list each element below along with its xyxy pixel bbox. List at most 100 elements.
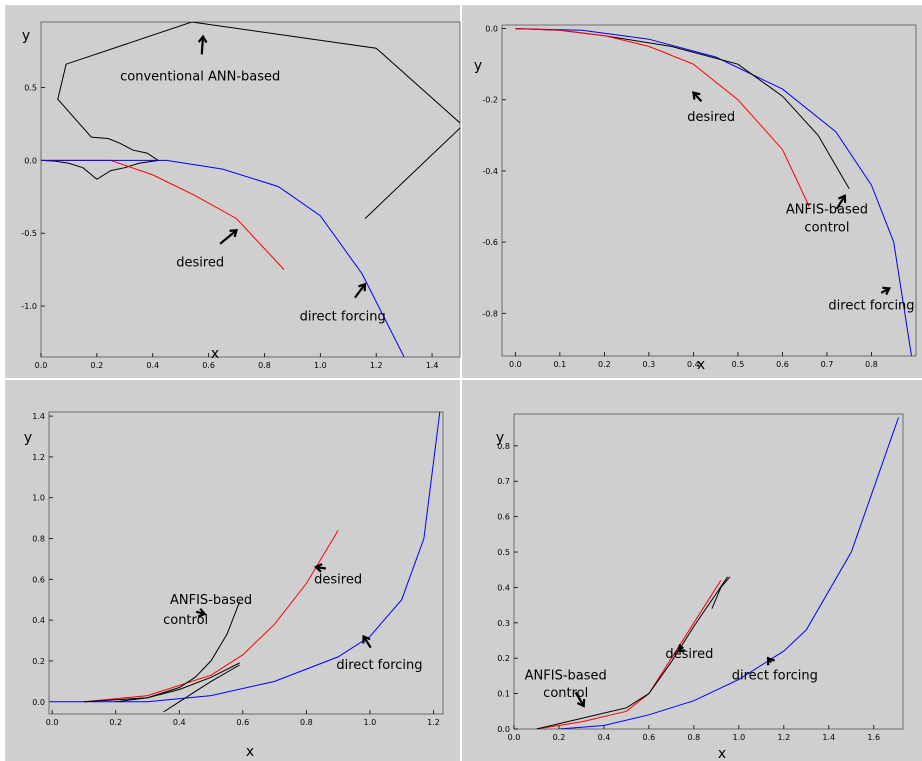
x-tick-label: 0.2 — [109, 718, 122, 727]
annotation-label: direct forcing — [828, 299, 914, 314]
annotation-arrowhead — [576, 698, 586, 708]
y-tick-label: 0.4 — [32, 616, 45, 625]
y-tick-label: 0.6 — [497, 513, 510, 522]
series-group — [41, 22, 460, 357]
y-tick-label: -0.6 — [482, 238, 498, 247]
annotation-arrow — [574, 691, 585, 707]
x-tick-label: 1.2 — [427, 718, 440, 727]
y-tick-label: 0.8 — [497, 442, 510, 451]
x-tick-label: 0.2 — [90, 361, 103, 370]
y-tick-label: 1.4 — [32, 412, 45, 421]
y-tick-label: 0.5 — [24, 84, 37, 93]
x-tick-label: 0.8 — [688, 733, 701, 742]
series-line — [515, 28, 810, 207]
x-tick-label: 1.2 — [777, 733, 790, 742]
annotation-label: desired — [687, 110, 735, 125]
y-tick-label: 0.5 — [497, 548, 510, 557]
series-line — [41, 22, 460, 219]
plot-area — [501, 24, 917, 357]
x-tick-label: 0.4 — [687, 360, 700, 369]
x-tick-label: 0.3 — [643, 360, 656, 369]
x-tick-label: 0.5 — [732, 360, 745, 369]
series-group — [515, 28, 912, 356]
x-tick-label: 1.6 — [867, 733, 880, 742]
x-axis-label: x — [246, 744, 254, 760]
y-tick-label: 0.0 — [32, 698, 45, 707]
x-axis-label: x — [211, 346, 219, 362]
panel-background — [5, 380, 460, 761]
y-tick-label: 0.8 — [32, 535, 45, 544]
annotation-label: ANFIS-based — [525, 668, 607, 683]
x-tick-label: 0.2 — [553, 733, 566, 742]
x-tick-label: 0.6 — [202, 361, 215, 370]
x-tick-label: 1.0 — [314, 361, 327, 370]
annotation-label: ANFIS-based — [786, 203, 868, 218]
annotation-arrow — [692, 91, 703, 103]
y-tick-label: 0.1 — [497, 690, 510, 699]
x-tick-label: 0.7 — [821, 360, 834, 369]
chart-panel-top-left: 0.0 0.2 0.4 0.6 0.8 1.0 1.2 1.4 0.5 0.0 -0.5 -1.0 x y… — [5, 5, 461, 378]
annotation-label: direct forcing — [732, 668, 818, 683]
x-tick-label: 0.8 — [258, 361, 271, 370]
series-line — [115, 662, 240, 703]
series-line — [536, 576, 729, 729]
y-tick-label: 0.0 — [497, 725, 510, 734]
x-tick-label: 0.6 — [643, 733, 656, 742]
y-tick-label: -0.2 — [482, 96, 498, 105]
y-tick-label: 0.3 — [497, 619, 510, 628]
annotation-arrow — [219, 229, 238, 245]
x-tick-label: 0.1 — [554, 360, 567, 369]
annotation-label: control — [163, 613, 208, 628]
x-tick-label: 0.2 — [598, 360, 611, 369]
y-tick-label: 0.0 — [24, 156, 37, 165]
y-axis-label: y — [474, 58, 482, 74]
y-tick-label: 0.6 — [32, 575, 45, 584]
x-tick-label: 1.0 — [364, 718, 377, 727]
annotation-label: control — [543, 686, 588, 701]
plot-area — [40, 21, 461, 358]
x-tick-label: 0.0 — [46, 718, 59, 727]
annotation-arrow — [362, 635, 372, 649]
x-axis-label: x — [718, 746, 726, 761]
x-tick-label: 0.6 — [776, 360, 789, 369]
x-tick-label: 1.2 — [370, 361, 383, 370]
annotation-arrowhead — [676, 644, 686, 653]
annotation-label: ANFIS-based — [170, 593, 252, 608]
annotation-arrowhead — [692, 91, 701, 100]
y-tick-label: 1.0 — [32, 494, 45, 503]
annotation-arrowhead — [197, 34, 208, 44]
y-tick-label: -0.4 — [482, 167, 498, 176]
x-tick-label: 0.6 — [236, 718, 249, 727]
series-line — [515, 28, 912, 356]
y-tick-label: 0.2 — [497, 654, 510, 663]
x-tick-label: 1.4 — [426, 361, 439, 370]
annotation-label: control — [804, 220, 849, 235]
annotation-arrowhead — [362, 634, 371, 644]
series-line — [41, 159, 405, 357]
annotation-label: conventional ANN-based — [120, 69, 280, 84]
panel-background — [462, 5, 922, 378]
annotation-arrowhead — [313, 562, 323, 573]
series-line — [163, 664, 240, 713]
plot-area — [513, 413, 904, 730]
series-group — [536, 417, 899, 729]
annotation-arrowhead — [197, 607, 207, 618]
y-tick-label: -0.8 — [482, 309, 498, 318]
annotation-arrowhead — [766, 656, 776, 666]
annotation-arrowhead — [358, 282, 367, 292]
panel-background — [5, 5, 460, 378]
y-tick-label: 1.2 — [32, 453, 45, 462]
y-axis-label: y — [24, 430, 32, 446]
x-tick-label: 1.0 — [732, 733, 745, 742]
series-line — [558, 417, 899, 729]
y-tick-label: -1.0 — [21, 302, 37, 311]
plot-area — [48, 411, 444, 715]
y-tick-label: 0.7 — [497, 477, 510, 486]
panel-background — [462, 380, 922, 761]
x-tick-label: 0.4 — [146, 361, 159, 370]
annotation-label: desired — [665, 647, 713, 662]
annotation-arrow — [835, 195, 846, 210]
series-line — [711, 576, 731, 609]
y-axis-label: y — [22, 28, 30, 44]
